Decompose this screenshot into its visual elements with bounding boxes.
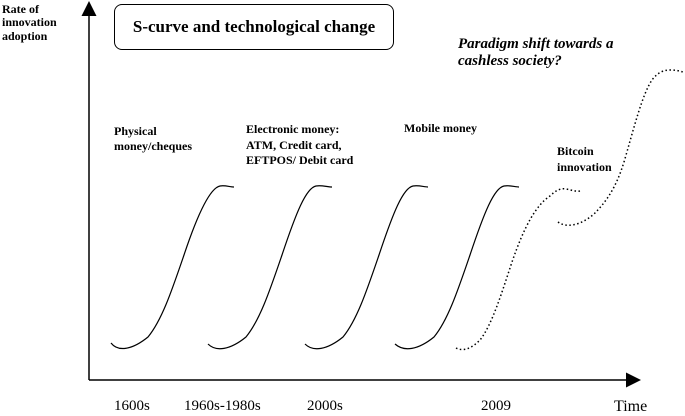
- diagram-title: S-curve and technological change: [132, 17, 376, 36]
- stage-label-line: innovation: [557, 159, 612, 174]
- paradigm-line: Paradigm shift towards a: [458, 36, 614, 52]
- x-tick-label: 1960s-1980s: [184, 398, 261, 414]
- stage-label-physical-money: Physical money/cheques: [114, 124, 192, 154]
- y-axis-label-line: Rate of: [2, 2, 39, 16]
- stage-label-line: Bitcoin: [557, 144, 594, 158]
- y-axis-label: Rate of innovation adoption: [2, 2, 57, 43]
- s-curve-electronic-money: [207, 185, 333, 350]
- stage-label-line: ATM, Credit card,: [246, 137, 342, 152]
- paradigm-shift-label: Paradigm shift towards a cashless societ…: [458, 36, 613, 70]
- stage-label-electronic-money: Electronic money: ATM, Credit card, EFTP…: [246, 122, 353, 169]
- stage-label-line: money/cheques: [114, 139, 192, 153]
- s-curve-2000s: [304, 185, 429, 350]
- stage-label-line: EFTPOS/ Debit card: [246, 153, 354, 168]
- s-curve-bitcoin-dotted: [455, 188, 581, 351]
- s-curve-physical-money: [110, 185, 235, 350]
- title-box: S-curve and technological change: [114, 4, 394, 50]
- stage-label-line: Physical: [114, 124, 157, 138]
- s-curve-paradigm-dotted: [557, 69, 684, 227]
- stage-label-mobile-money: Mobile money: [404, 121, 477, 135]
- y-axis-label-line: adoption: [2, 28, 48, 43]
- s-curve-mobile-money: [394, 185, 520, 350]
- stage-label-line: Mobile money: [404, 121, 477, 135]
- x-tick-label: 2000s: [307, 398, 343, 414]
- stage-label-bitcoin: Bitcoin innovation: [557, 144, 612, 175]
- x-axis-label: Time: [614, 398, 648, 415]
- x-tick-label: 2009: [481, 398, 511, 414]
- y-axis-label-line: innovation: [2, 15, 57, 30]
- paradigm-line: cashless society?: [458, 52, 562, 69]
- stage-label-line: Electronic money:: [246, 122, 340, 136]
- x-tick-label: 1600s: [114, 398, 150, 414]
